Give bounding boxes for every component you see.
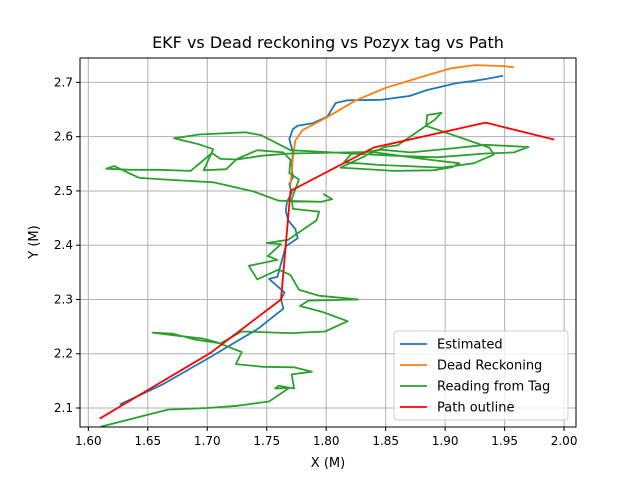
x-tick-label: 1.65 [134, 434, 161, 448]
x-tick-label: 2.00 [551, 434, 578, 448]
series-line-path-outline [99, 121, 555, 420]
legend-label-estimated: Estimated [437, 338, 503, 353]
y-tick-label: 2.7 [54, 75, 73, 89]
y-axis-label: Y (M) [27, 225, 42, 259]
series-line-dead-reckoning [289, 64, 514, 187]
legend: Estimated Dead Reckoning Reading from Tag P… [393, 330, 569, 421]
x-tick-label: 1.90 [432, 434, 459, 448]
legend-box [393, 330, 569, 421]
y-tick-label: 2.4 [54, 238, 73, 252]
y-tick-label: 2.1 [54, 401, 73, 415]
x-tick-label: 1.70 [194, 434, 221, 448]
chart-title: EKF vs Dead reckoning vs Pozyx tag vs Pa… [152, 33, 504, 52]
legend-label-dead-reckoning: Dead Reckoning [437, 359, 542, 374]
series-line-reading-from-tag [100, 111, 530, 428]
series-layer [99, 64, 555, 428]
ticks: 1.60 1.65 1.70 1.75 1.80 1.85 1.90 1.95 2.00 2.1 2… [54, 75, 578, 448]
x-tick-label: 1.60 [75, 434, 102, 448]
y-tick-label: 2.3 [54, 292, 73, 306]
y-tick-label: 2.5 [54, 184, 73, 198]
x-axis-label: X (M) [311, 456, 345, 471]
x-tick-label: 1.80 [313, 434, 340, 448]
y-tick-label: 2.2 [54, 347, 73, 361]
series-line-estimated [119, 75, 504, 406]
x-tick-label: 1.85 [372, 434, 399, 448]
y-tick-label: 2.6 [54, 130, 73, 144]
legend-label-reading-from-tag: Reading from Tag [437, 380, 550, 395]
x-tick-label: 1.95 [491, 434, 518, 448]
x-tick-label: 1.75 [253, 434, 280, 448]
axes-frame [79, 57, 577, 428]
legend-label-path-outline: Path outline [437, 401, 514, 416]
